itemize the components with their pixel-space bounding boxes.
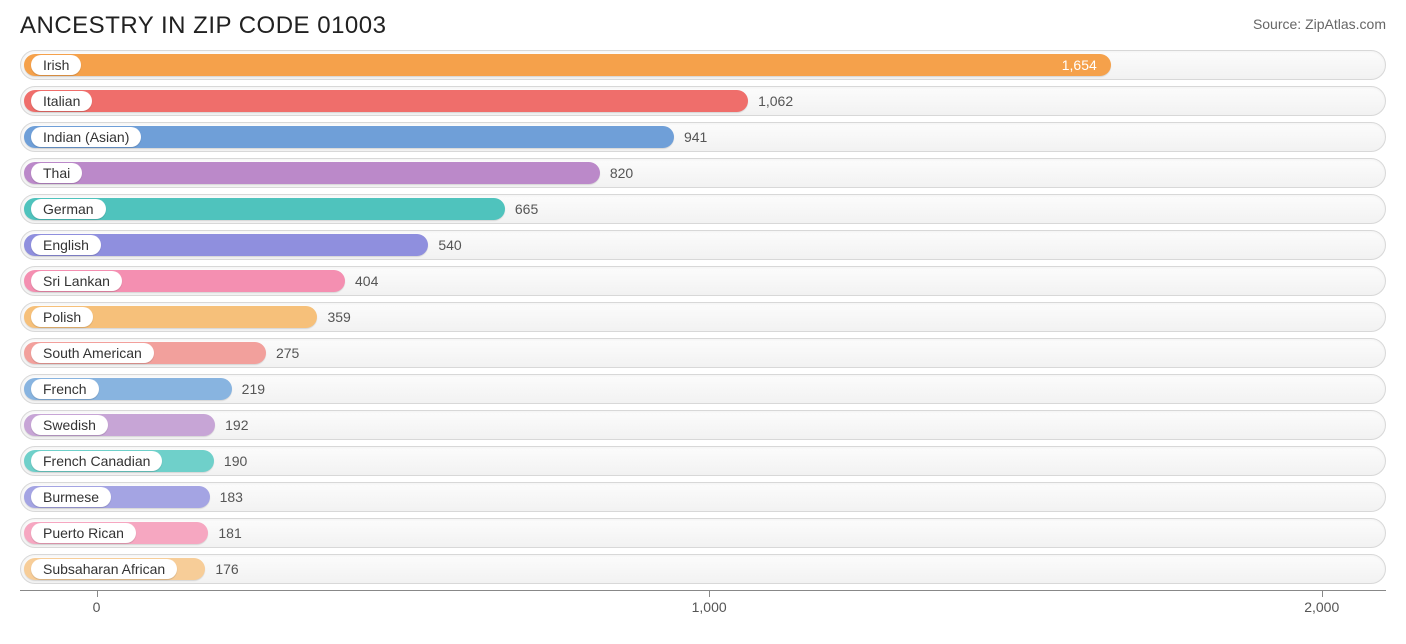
bar-category-label: Polish xyxy=(31,307,93,327)
bar-row: French Canadian 190 xyxy=(20,446,1386,476)
bar-value-label: 820 xyxy=(610,165,633,181)
bar-value-label: 275 xyxy=(276,345,299,361)
bar-category-label: Irish xyxy=(31,55,81,75)
bar-value-label: 1,654 xyxy=(1062,57,1097,73)
bar-category-label: French xyxy=(31,379,99,399)
bar-category-label: Italian xyxy=(31,91,92,111)
bar-row: Irish 1,654 xyxy=(20,50,1386,80)
bar-value-label: 665 xyxy=(515,201,538,217)
bar-value-label: 219 xyxy=(242,381,265,397)
bar-row: Indian (Asian) 941 xyxy=(20,122,1386,152)
bar-value-label: 190 xyxy=(224,453,247,469)
axis-tick xyxy=(97,591,98,597)
bar-fill xyxy=(24,90,748,112)
chart-title: ANCESTRY IN ZIP CODE 01003 xyxy=(20,12,386,40)
bar-row: German 665 xyxy=(20,194,1386,224)
bar-category-label: Sri Lankan xyxy=(31,271,122,291)
bar-category-label: Puerto Rican xyxy=(31,523,136,543)
bar-category-label: Thai xyxy=(31,163,82,183)
bar-row: South American 275 xyxy=(20,338,1386,368)
bar-value-label: 1,062 xyxy=(758,93,793,109)
bar-fill xyxy=(24,54,1111,76)
axis-tick xyxy=(1322,591,1323,597)
axis-tick-label: 1,000 xyxy=(692,599,727,615)
chart-header: ANCESTRY IN ZIP CODE 01003 Source: ZipAt… xyxy=(0,0,1406,50)
x-axis: 0 1,000 2,000 xyxy=(20,590,1386,620)
axis-tick-label: 2,000 xyxy=(1304,599,1339,615)
bar-value-label: 540 xyxy=(438,237,461,253)
bar-row: Sri Lankan 404 xyxy=(20,266,1386,296)
bar-category-label: Subsaharan African xyxy=(31,559,177,579)
chart-plot-area: Irish 1,654 Italian 1,062 Indian (Asian) 941 T… xyxy=(0,50,1406,584)
chart-source: Source: ZipAtlas.com xyxy=(1253,16,1386,32)
bar-value-label: 359 xyxy=(327,309,350,325)
axis-tick-label: 0 xyxy=(93,599,101,615)
bar-category-label: South American xyxy=(31,343,154,363)
bar-row: English 540 xyxy=(20,230,1386,260)
axis-tick xyxy=(709,591,710,597)
bar-row: Thai 820 xyxy=(20,158,1386,188)
bar-fill xyxy=(24,162,600,184)
bar-category-label: German xyxy=(31,199,106,219)
bar-category-label: French Canadian xyxy=(31,451,162,471)
bar-row: French 219 xyxy=(20,374,1386,404)
bar-row: Subsaharan African 176 xyxy=(20,554,1386,584)
bar-value-label: 941 xyxy=(684,129,707,145)
bar-row: Burmese 183 xyxy=(20,482,1386,512)
bar-value-label: 183 xyxy=(220,489,243,505)
bar-value-label: 192 xyxy=(225,417,248,433)
bar-category-label: Indian (Asian) xyxy=(31,127,141,147)
bar-value-label: 181 xyxy=(218,525,241,541)
bar-row: Polish 359 xyxy=(20,302,1386,332)
bar-value-label: 404 xyxy=(355,273,378,289)
bar-row: Swedish 192 xyxy=(20,410,1386,440)
bar-row: Puerto Rican 181 xyxy=(20,518,1386,548)
bar-category-label: English xyxy=(31,235,101,255)
bar-category-label: Burmese xyxy=(31,487,111,507)
bar-value-label: 176 xyxy=(215,561,238,577)
bar-row: Italian 1,062 xyxy=(20,86,1386,116)
bar-category-label: Swedish xyxy=(31,415,108,435)
